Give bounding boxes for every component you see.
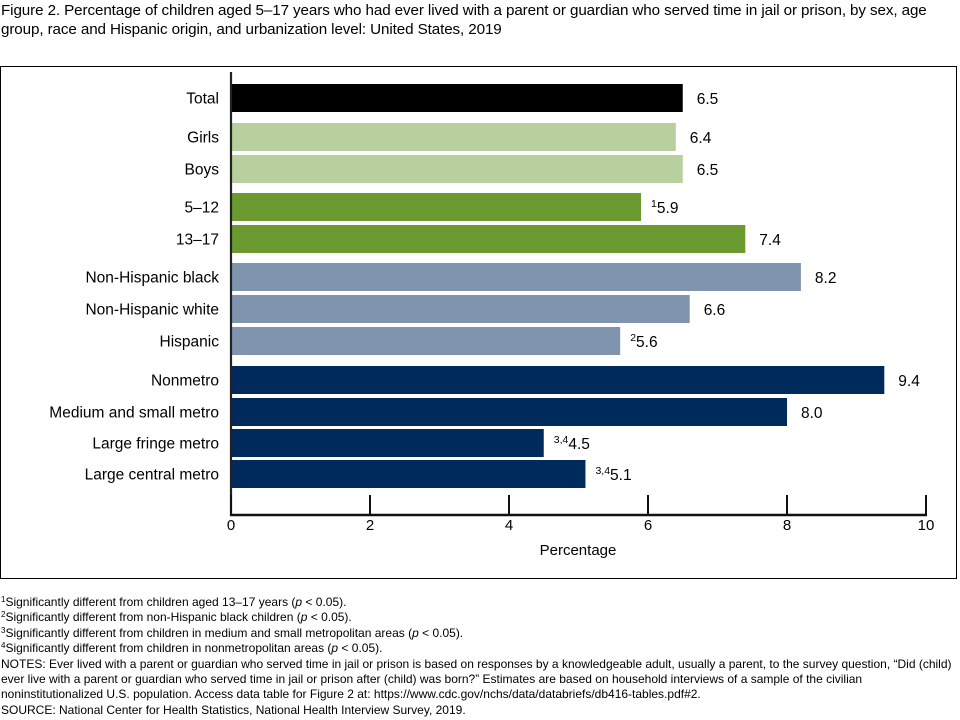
category-label-5-12: 5–12 xyxy=(185,200,219,217)
value-label-boys: 6.5 xyxy=(697,162,719,179)
category-label-boys: Boys xyxy=(185,162,220,179)
bar-13-17 xyxy=(231,225,746,253)
value-label-girls: 6.4 xyxy=(690,130,712,147)
value-label-total: 6.5 xyxy=(697,91,719,108)
value-superscript: 3,4 xyxy=(554,434,569,446)
category-labels: Total Girls Boys 5–12 13–17 Non-Hispanic blac… xyxy=(49,91,219,484)
category-label-total: Total xyxy=(186,91,219,108)
value-label-large-fringe-metro: 3,44.5 xyxy=(554,434,590,453)
bar-total xyxy=(231,84,683,112)
category-label-non-hispanic-black: Non-Hispanic black xyxy=(85,270,219,287)
value-superscript: 3,4 xyxy=(595,465,610,477)
value-labels: 6.56.46.515.97.48.26.625.69.48.03,44.53,… xyxy=(554,91,920,484)
bar-large-central-metro xyxy=(231,460,586,488)
bar-chart: Total Girls Boys 5–12 13–17 Non-Hispanic blac… xyxy=(49,72,935,559)
category-label-13-17: 13–17 xyxy=(176,232,219,249)
x-axis-label: Percentage xyxy=(540,542,617,559)
footnote-2: 2Significantly different from non-Hispan… xyxy=(1,610,352,625)
bar-non-hispanic-white xyxy=(231,295,690,323)
x-tick-label-4: 4 xyxy=(505,517,513,534)
bar-large-fringe-metro xyxy=(231,429,544,457)
bar-nonmetro xyxy=(231,366,885,394)
footnote-1: 1Significantly different from children a… xyxy=(1,595,347,609)
value-label-nonmetro: 9.4 xyxy=(898,373,920,390)
category-label-non-hispanic-white: Non-Hispanic white xyxy=(85,302,219,319)
value-label-non-hispanic-black: 8.2 xyxy=(815,270,837,287)
footnotes-block: 1Significantly different from children a… xyxy=(1,595,959,718)
notes-text: NOTES: Ever lived with a parent or guard… xyxy=(1,656,952,702)
x-tick-label-10: 10 xyxy=(918,517,935,534)
bar-hispanic xyxy=(231,327,621,355)
category-label-large-central-metro: Large central metro xyxy=(85,467,219,484)
chart-frame xyxy=(0,66,957,579)
bar-boys xyxy=(231,155,683,183)
x-tick-label-6: 6 xyxy=(644,517,652,534)
bar-5-12 xyxy=(231,193,642,221)
x-ticks: 0 2 4 6 8 10 xyxy=(227,495,935,534)
value-label-5-12: 15.9 xyxy=(651,198,678,217)
x-tick-label-8: 8 xyxy=(783,517,791,534)
value-label-non-hispanic-white: 6.6 xyxy=(704,302,726,319)
bars-group xyxy=(231,84,885,488)
footnote-4: 4Significantly different from children i… xyxy=(1,641,383,656)
category-label-girls: Girls xyxy=(187,130,219,147)
value-superscript: 2 xyxy=(630,332,636,344)
category-label-hispanic: Hispanic xyxy=(160,334,220,351)
value-label-hispanic: 25.6 xyxy=(630,332,657,351)
x-tick-label-0: 0 xyxy=(227,517,235,534)
category-label-medium-and-small-metro: Medium and small metro xyxy=(49,405,219,422)
value-label-medium-and-small-metro: 8.0 xyxy=(801,405,823,422)
bar-non-hispanic-black xyxy=(231,263,801,291)
bar-medium-and-small-metro xyxy=(231,398,787,426)
footnote-3: 3Significantly different from children i… xyxy=(1,625,464,640)
value-label-13-17: 7.4 xyxy=(759,232,781,249)
x-tick-label-2: 2 xyxy=(366,517,374,534)
value-superscript: 1 xyxy=(651,198,657,210)
bar-girls xyxy=(231,123,676,151)
figure-title: Figure 2. Percentage of children aged 5–… xyxy=(1,2,927,38)
category-label-large-fringe-metro: Large fringe metro xyxy=(92,436,219,453)
value-label-large-central-metro: 3,45.1 xyxy=(595,465,631,484)
category-label-nonmetro: Nonmetro xyxy=(151,373,219,390)
source-text: SOURCE: National Center for Health Stati… xyxy=(1,702,466,717)
axes xyxy=(229,72,927,517)
